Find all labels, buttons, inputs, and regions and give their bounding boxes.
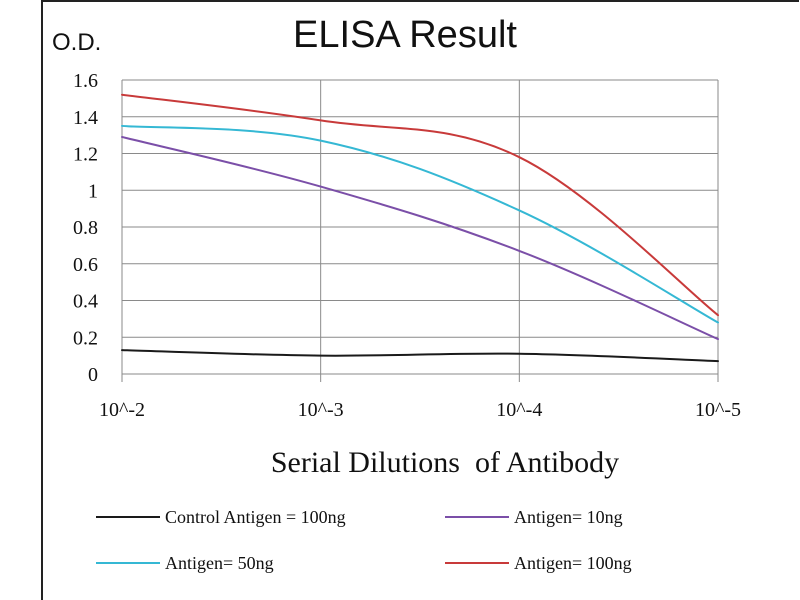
y-tick-label: 1.2 — [73, 144, 98, 166]
grid-lines — [121, 79, 719, 382]
x-tick-label: 10^-5 — [695, 399, 741, 421]
y-tick-label: 0.6 — [73, 254, 98, 276]
y-axis-label: O.D. — [52, 29, 101, 56]
y-tick-labels: 0 0.2 0.4 0.6 0.8 1 1.2 1.4 1.6 — [73, 70, 98, 386]
axes — [121, 80, 718, 375]
y-tick-label: 1.4 — [73, 107, 98, 129]
series-line-antigen-100ng — [121, 93, 719, 317]
chart-title: ELISA Result — [293, 14, 517, 56]
x-axis-label: Serial Dilutions of Antibody — [271, 446, 619, 479]
legend-label-antigen-100ng: Antigen= 100ng — [514, 553, 632, 573]
y-tick-label: 0.4 — [73, 291, 98, 313]
data-series — [121, 93, 719, 363]
figure-border — [41, 0, 799, 600]
legend-label-antigen-50ng: Antigen= 50ng — [165, 553, 274, 573]
legend: Control Antigen = 100ng Antigen= 10ng Anti… — [96, 507, 632, 573]
legend-label-antigen-10ng: Antigen= 10ng — [514, 507, 623, 527]
x-tick-labels: 10^-2 10^-3 10^-4 10^-5 — [99, 399, 741, 421]
y-tick-label: 1 — [88, 180, 98, 202]
y-tick-label: 1.6 — [73, 70, 98, 92]
y-tick-label: 0.8 — [73, 217, 98, 239]
series-line-antigen-50ng — [121, 124, 719, 324]
legend-label-control-antigen-100ng: Control Antigen = 100ng — [165, 507, 346, 527]
series-line-antigen-10ng — [121, 135, 719, 341]
series-line-control-antigen-100ng — [121, 349, 719, 363]
y-tick-label: 0 — [88, 364, 98, 386]
y-tick-label: 0.2 — [73, 327, 98, 349]
x-tick-label: 10^-2 — [99, 399, 145, 421]
x-tick-label: 10^-3 — [298, 399, 344, 421]
x-tick-label: 10^-4 — [496, 399, 542, 421]
